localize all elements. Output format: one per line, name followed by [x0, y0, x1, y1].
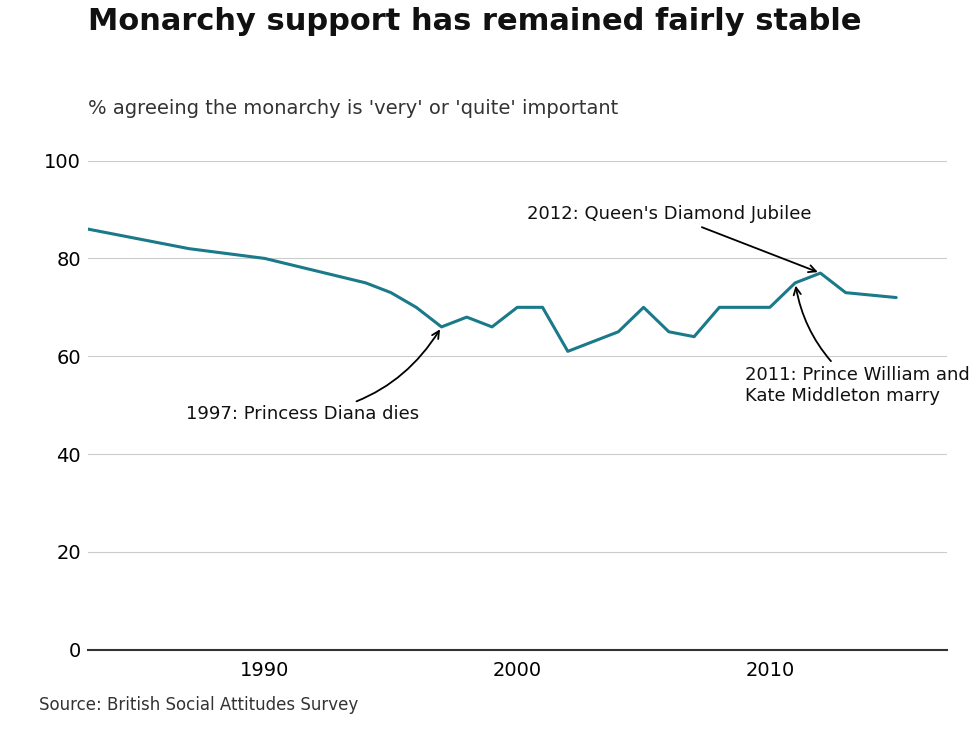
Text: 2011: Prince William and
Kate Middleton marry: 2011: Prince William and Kate Middleton …	[745, 288, 969, 405]
Text: BBC: BBC	[863, 694, 914, 714]
Text: 2012: Queen's Diamond Jubilee: 2012: Queen's Diamond Jubilee	[527, 205, 816, 272]
Text: Monarchy support has remained fairly stable: Monarchy support has remained fairly sta…	[88, 7, 862, 36]
Text: % agreeing the monarchy is 'very' or 'quite' important: % agreeing the monarchy is 'very' or 'qu…	[88, 99, 618, 118]
Text: 1997: Princess Diana dies: 1997: Princess Diana dies	[186, 331, 439, 423]
Text: Source: British Social Attitudes Survey: Source: British Social Attitudes Survey	[39, 696, 358, 714]
